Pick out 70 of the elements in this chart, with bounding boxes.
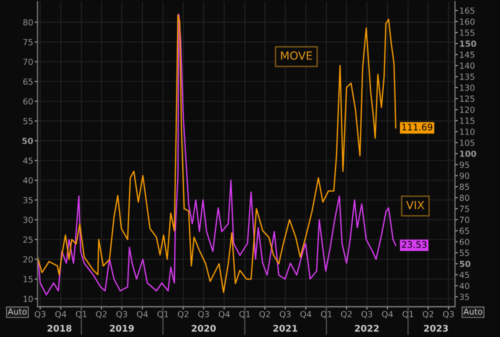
x-tick-label: Q2 bbox=[96, 310, 107, 318]
y2-tick-label: 150 bbox=[460, 40, 476, 47]
y2-tick-label: 130 bbox=[460, 84, 475, 91]
data-label: 23.53 bbox=[402, 241, 426, 248]
x-tick-label: Q2 bbox=[341, 310, 352, 318]
y2-tick-label: 115 bbox=[460, 118, 474, 124]
x-tick-label: Q4 bbox=[55, 310, 66, 318]
y2-tick-label: 60 bbox=[460, 238, 470, 245]
y-tick-label: 15 bbox=[24, 276, 33, 282]
y-tick-label: 80 bbox=[23, 19, 33, 26]
y2-tick-label: 140 bbox=[460, 62, 475, 69]
x-tick-label: Q4 bbox=[218, 310, 230, 318]
x-tick-label: Q2 bbox=[422, 310, 434, 318]
x2-tick-label: 2022 bbox=[355, 324, 379, 332]
y2-tick-label: 70 bbox=[460, 216, 470, 223]
y-tick-label: 65 bbox=[23, 78, 33, 85]
text: MOVE bbox=[281, 51, 312, 60]
y2-tick-label: 105 bbox=[460, 140, 474, 146]
y2-tick-label: 100 bbox=[460, 150, 476, 157]
y-tick-label: 70 bbox=[23, 58, 33, 66]
x-tick-label: Q4 bbox=[300, 310, 312, 318]
y2-tick-label: 125 bbox=[460, 96, 474, 102]
y2-tick-label: 95 bbox=[460, 162, 470, 168]
y2-tick-label: 160 bbox=[460, 18, 475, 25]
y-tick-label: 25 bbox=[23, 236, 33, 243]
series-label: VIX bbox=[406, 200, 424, 210]
y2-tick-label: 120 bbox=[460, 106, 475, 113]
y2-tick-label: 90 bbox=[460, 172, 470, 179]
x-tick-label: Q3 bbox=[198, 310, 209, 318]
text: Auto bbox=[463, 308, 482, 315]
y2-tick-label: 35 bbox=[460, 294, 470, 300]
x2-tick-label: 2021 bbox=[273, 324, 298, 332]
y2-tick-label: 40 bbox=[460, 282, 470, 290]
y-tick-label: 55 bbox=[23, 118, 33, 124]
data-label: 111.69 bbox=[402, 124, 432, 131]
y2-tick-label: 145 bbox=[460, 52, 474, 58]
y2-tick-label: 135 bbox=[460, 74, 474, 80]
y-tick-label: 50 bbox=[22, 138, 33, 144]
y2-tick-label: 110 bbox=[460, 128, 475, 135]
text: Auto bbox=[8, 308, 27, 315]
y-tick-label: 40 bbox=[23, 177, 33, 184]
x-tick-label: Q2 bbox=[178, 310, 188, 318]
x2-tick-label: 2020 bbox=[192, 324, 216, 332]
x-tick-label: Q4 bbox=[382, 310, 393, 318]
x2-tick-label: 2019 bbox=[110, 324, 134, 332]
x-tick-label: Q2 bbox=[259, 310, 270, 318]
y-tick-label: 10 bbox=[24, 296, 33, 302]
y2-tick-label: 45 bbox=[460, 272, 470, 278]
x-tick-label: Q3 bbox=[116, 310, 128, 318]
x-tick-label: Q3 bbox=[443, 310, 454, 318]
y-tick-label: 30 bbox=[23, 216, 33, 224]
y2-tick-label: 165 bbox=[460, 7, 474, 14]
y2-tick-label: 155 bbox=[460, 30, 474, 36]
y2-tick-label: 75 bbox=[460, 206, 470, 212]
y2-tick-label: 50 bbox=[460, 260, 470, 268]
y-tick-label: 75 bbox=[23, 39, 33, 46]
x-tick-label: Q3 bbox=[34, 310, 46, 318]
x-tick-label: Q4 bbox=[136, 310, 148, 318]
y2-tick-label: 55 bbox=[460, 250, 470, 256]
y-tick-label: 20 bbox=[23, 256, 33, 263]
y-tick-label: 45 bbox=[23, 158, 33, 164]
y2-tick-label: 85 bbox=[460, 184, 470, 190]
y2-tick-label: 80 bbox=[460, 194, 470, 201]
x2-tick-label: 2023 bbox=[424, 324, 448, 332]
x-tick-label: Q3 bbox=[361, 310, 372, 318]
y-tick-label: 60 bbox=[23, 98, 33, 105]
y2-tick-label: 65 bbox=[460, 228, 470, 234]
x2-tick-label: 2018 bbox=[48, 324, 72, 332]
y-tick-label: 35 bbox=[23, 196, 33, 204]
x-tick-label: Q3 bbox=[280, 310, 291, 318]
